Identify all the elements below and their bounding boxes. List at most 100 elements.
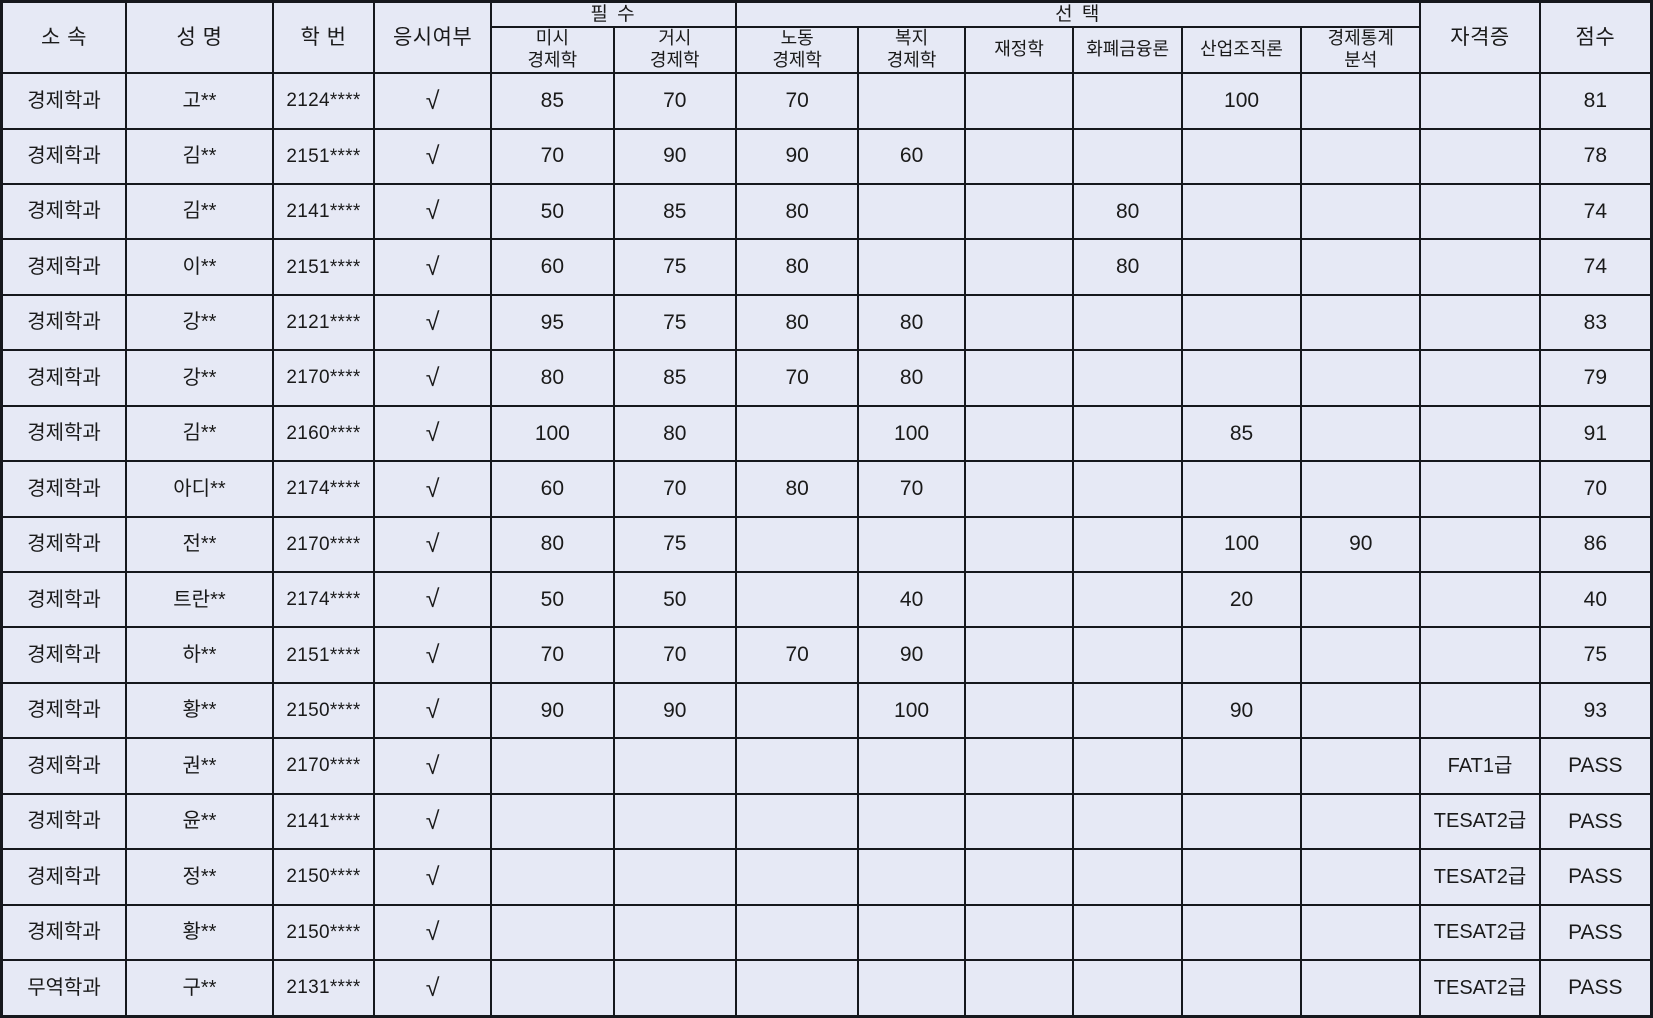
cell-score-industrial [1180, 792, 1303, 851]
cell-score-macro [612, 959, 737, 1018]
cell-score-micro: 50 [490, 182, 615, 241]
subject-line1: 복지 [895, 28, 929, 49]
cell-score-money [1072, 515, 1183, 574]
cell-score-public [963, 182, 1075, 241]
cell-score-macro: 75 [612, 238, 737, 296]
cell-score-statistics [1300, 848, 1422, 906]
cell-score-micro: 50 [490, 571, 615, 629]
cell-attendance-check: √ [373, 293, 493, 352]
cell-score-micro: 60 [490, 238, 615, 296]
cell-total-score: PASS [1538, 959, 1653, 1018]
cell-score-welfare: 100 [857, 681, 966, 740]
cell-total-score: 79 [1538, 349, 1653, 407]
cell-score-money [1072, 959, 1183, 1018]
cell-dept: 경제학과 [0, 182, 128, 241]
cell-score-welfare [857, 737, 966, 795]
cell-name: 트란** [125, 571, 274, 629]
cell-attendance-check: √ [373, 404, 493, 463]
header-attendance: 응시여부 [373, 0, 493, 75]
cell-score-public [963, 737, 1075, 795]
cell-student-id: 2170**** [271, 349, 376, 407]
cell-certificate [1419, 404, 1541, 463]
subject-line1: 재정학 [994, 39, 1044, 60]
cell-certificate [1419, 515, 1541, 574]
cell-score-macro: 75 [612, 515, 737, 574]
cell-score-labor: 90 [734, 127, 860, 185]
cell-student-id: 2151**** [271, 238, 376, 296]
cell-total-score: 86 [1538, 515, 1653, 574]
cell-score-macro: 50 [612, 571, 737, 629]
cell-dept: 경제학과 [0, 127, 128, 185]
cell-score-micro: 80 [490, 515, 615, 574]
cell-dept: 경제학과 [0, 515, 128, 574]
cell-total-score: 40 [1538, 571, 1653, 629]
cell-total-score: 78 [1538, 127, 1653, 185]
cell-score-macro: 75 [612, 293, 737, 352]
table-row: 경제학과 김** 2151**** √ 70 90 90 60 78 [0, 127, 1653, 185]
cell-score-industrial [1180, 349, 1303, 407]
cell-certificate [1419, 349, 1541, 407]
cell-score-public [963, 848, 1075, 906]
cell-attendance-check: √ [373, 681, 493, 740]
cell-score-statistics [1300, 349, 1422, 407]
table-header: 소 속 성 명 학 번 응시여부 필 수 선 택 자격증 점수 미시 경제학 거시… [0, 0, 1653, 75]
header-group-elective: 선 택 [734, 0, 1422, 29]
cell-score-money [1072, 404, 1183, 463]
cell-score-industrial: 100 [1180, 515, 1303, 574]
subject-line2: 경제학 [527, 50, 578, 71]
cell-score-labor: 70 [734, 72, 860, 130]
cell-score-industrial [1180, 238, 1303, 296]
cell-student-id: 2141**** [271, 792, 376, 851]
cell-score-statistics [1300, 127, 1422, 185]
cell-score-industrial [1180, 182, 1303, 241]
cell-score-industrial [1180, 460, 1303, 518]
cell-certificate [1419, 460, 1541, 518]
table-row: 경제학과 김** 2141**** √ 50 85 80 80 74 [0, 182, 1653, 241]
cell-score-money [1072, 127, 1183, 185]
header-dept: 소 속 [0, 0, 128, 75]
subject-line2: 경제학 [886, 50, 937, 71]
cell-score-labor [734, 737, 860, 795]
cell-score-public [963, 792, 1075, 851]
cell-score-labor [734, 571, 860, 629]
cell-certificate: TESAT2급 [1419, 848, 1541, 906]
cell-score-industrial [1180, 626, 1303, 684]
cell-student-id: 2141**** [271, 182, 376, 241]
cell-total-score: PASS [1538, 903, 1653, 962]
cell-score-labor: 70 [734, 349, 860, 407]
table-row: 경제학과 하** 2151**** √ 70 70 70 90 75 [0, 626, 1653, 684]
cell-name: 황** [125, 903, 274, 962]
cell-certificate [1419, 293, 1541, 352]
header-total-score: 점수 [1538, 0, 1653, 75]
cell-score-welfare [857, 903, 966, 962]
cell-score-micro [490, 792, 615, 851]
cell-score-statistics [1300, 681, 1422, 740]
cell-certificate: TESAT2급 [1419, 959, 1541, 1018]
cell-score-labor [734, 404, 860, 463]
header-group-required: 필 수 [490, 0, 737, 29]
cell-score-money [1072, 681, 1183, 740]
cell-dept: 경제학과 [0, 238, 128, 296]
header-subject-statistics: 경제통계 분석 [1300, 26, 1422, 75]
header-subject-welfare: 복지 경제학 [857, 26, 966, 75]
cell-score-micro: 60 [490, 460, 615, 518]
header-subject-labor: 노동 경제학 [734, 26, 860, 75]
cell-score-public [963, 515, 1075, 574]
cell-score-money [1072, 571, 1183, 629]
subject-line2: 경제학 [772, 50, 822, 71]
cell-attendance-check: √ [373, 848, 493, 906]
cell-attendance-check: √ [373, 460, 493, 518]
subject-line2: 분석 [1344, 50, 1378, 71]
cell-score-public [963, 460, 1075, 518]
cell-score-micro: 70 [490, 127, 615, 185]
subject-line1: 노동 [780, 28, 814, 49]
cell-score-macro: 70 [612, 72, 737, 130]
cell-dept: 경제학과 [0, 293, 128, 352]
table-row: 경제학과 강** 2121**** √ 95 75 80 80 83 [0, 293, 1653, 352]
cell-score-industrial: 100 [1180, 72, 1303, 130]
header-subject-public: 재정학 [963, 26, 1075, 75]
subject-line1: 거시 [658, 28, 692, 49]
cell-score-micro: 95 [490, 293, 615, 352]
cell-attendance-check: √ [373, 127, 493, 185]
cell-score-welfare: 80 [857, 293, 966, 352]
